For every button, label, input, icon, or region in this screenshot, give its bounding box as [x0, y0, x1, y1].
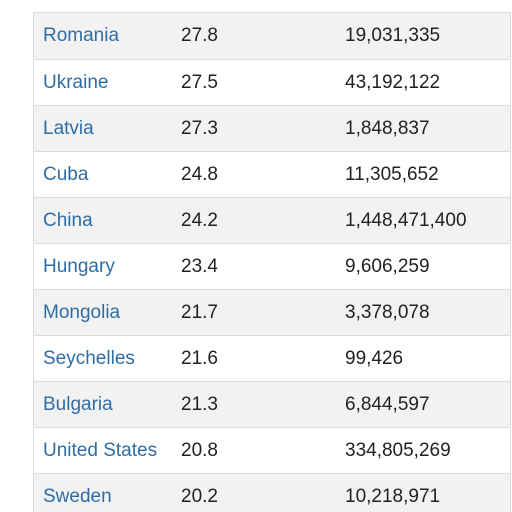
country-cell: Sweden: [34, 473, 181, 512]
table-row: Seychelles 21.6 99,426: [34, 335, 510, 381]
country-cell: Romania: [34, 13, 181, 59]
country-cell: Bulgaria: [34, 381, 181, 427]
table-row: Hungary 23.4 9,606,259: [34, 243, 510, 289]
table-row: Bulgaria 21.3 6,844,597: [34, 381, 510, 427]
country-cell: China: [34, 197, 181, 243]
population-cell: 11,305,652: [345, 163, 439, 185]
population-cell: 6,844,597: [345, 393, 430, 415]
table-row: Mongolia 21.7 3,378,078: [34, 289, 510, 335]
rate-cell: 27.8: [181, 25, 218, 47]
population-cell: 1,448,471,400: [345, 209, 467, 231]
population-cell: 10,218,971: [345, 485, 441, 507]
table-row: Romania 27.8 19,031,335: [34, 13, 510, 59]
table-row: Ukraine 27.5 43,192,122: [34, 59, 510, 105]
country-cell: Latvia: [34, 105, 181, 151]
population-cell: 19,031,335: [345, 25, 441, 47]
country-link[interactable]: Cuba: [43, 163, 89, 185]
population-cell: 9,606,259: [345, 255, 430, 277]
table-row: China 24.2 1,448,471,400: [34, 197, 510, 243]
data-table-container: Romania 27.8 19,031,335 Ukraine 27.5 43,…: [33, 12, 511, 512]
country-link[interactable]: Bulgaria: [43, 393, 113, 415]
country-link[interactable]: Mongolia: [43, 301, 121, 323]
population-cell: 1,848,837: [345, 117, 430, 139]
population-cell: 43,192,122: [345, 71, 441, 93]
country-link[interactable]: Ukraine: [43, 71, 109, 93]
country-link[interactable]: Latvia: [43, 117, 94, 139]
country-link[interactable]: Romania: [43, 25, 120, 47]
country-data-table: Romania 27.8 19,031,335 Ukraine 27.5 43,…: [34, 13, 510, 512]
table-row: United States 20.8 334,805,269: [34, 427, 510, 473]
population-cell: 3,378,078: [345, 301, 430, 323]
rate-cell: 24.2: [181, 209, 218, 231]
rate-cell: 23.4: [181, 255, 218, 277]
country-link[interactable]: Seychelles: [43, 347, 135, 369]
table-row: Cuba 24.8 11,305,652: [34, 151, 510, 197]
country-link[interactable]: United States: [43, 439, 158, 461]
rate-cell: 27.3: [181, 117, 218, 139]
country-cell: Cuba: [34, 151, 181, 197]
country-link[interactable]: Sweden: [43, 485, 112, 507]
rate-cell: 20.2: [181, 485, 218, 507]
rate-cell: 20.8: [181, 439, 218, 461]
population-cell: 334,805,269: [345, 439, 451, 461]
country-cell: Ukraine: [34, 59, 181, 105]
country-cell: United States: [34, 427, 181, 473]
table-row: Sweden 20.2 10,218,971: [34, 473, 510, 512]
table-body: Romania 27.8 19,031,335 Ukraine 27.5 43,…: [34, 13, 510, 512]
rate-cell: 21.3: [181, 393, 218, 415]
country-cell: Hungary: [34, 243, 181, 289]
table-row: Latvia 27.3 1,848,837: [34, 105, 510, 151]
population-cell: 99,426: [345, 347, 404, 369]
rate-cell: 21.6: [181, 347, 218, 369]
country-cell: Mongolia: [34, 289, 181, 335]
rate-cell: 24.8: [181, 163, 218, 185]
country-cell: Seychelles: [34, 335, 181, 381]
country-link[interactable]: China: [43, 209, 93, 231]
rate-cell: 21.7: [181, 301, 218, 323]
rate-cell: 27.5: [181, 71, 218, 93]
country-link[interactable]: Hungary: [43, 255, 115, 277]
